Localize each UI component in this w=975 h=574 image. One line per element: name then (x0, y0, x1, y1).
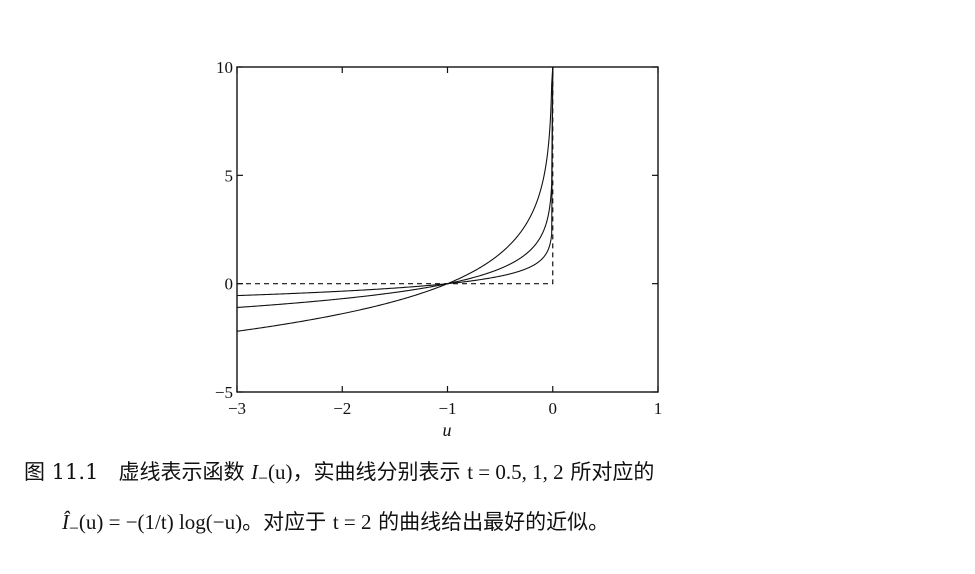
plot-frame (236, 66, 659, 393)
curves (236, 66, 554, 332)
x-tick-label: −1 (438, 399, 456, 418)
figure-caption-line-1: 图 11.1 虚线表示函数 I−(u)，实曲线分别表示 t = 0.5, 1, … (24, 458, 654, 492)
caption-math: I−(u) (251, 460, 293, 489)
x-tick-label: 0 (549, 399, 558, 418)
caption-text: 的曲线给出最好的近似。 (371, 510, 610, 534)
x-tick-label: 1 (654, 399, 663, 418)
caption-math: t = 0.5, 1, 2 (467, 460, 564, 484)
axis-ticks (236, 66, 659, 393)
x-tick-label: −2 (333, 399, 351, 418)
caption-text: 所对应的 (563, 460, 655, 484)
y-tick-label: 0 (225, 275, 234, 294)
caption-math: Î−(u) = −(1/t) log(−u) (62, 510, 243, 539)
caption-text: 。对应于 (242, 510, 333, 534)
y-tick-label: −5 (215, 383, 233, 402)
curve-t-2 (236, 66, 554, 297)
caption-text: ，实曲线分别表示 (292, 460, 468, 484)
axis-tick-labels: −3 −2 −1 0 1 −5 0 5 10 (215, 58, 662, 418)
y-tick-label: 5 (225, 166, 234, 185)
plot-area: −3 −2 −1 0 1 −5 0 5 10 u (215, 58, 662, 440)
x-tick-label: −3 (228, 399, 246, 418)
figure-number: 图 11.1 (24, 460, 99, 484)
caption-math: t = 2 (332, 510, 372, 534)
curve-t-0.5 (236, 66, 554, 332)
x-axis-label: u (443, 420, 452, 440)
y-tick-label: 10 (216, 58, 233, 77)
figure-caption-line-2: Î−(u) = −(1/t) log(−u)。对应于 t = 2 的曲线给出最好… (62, 508, 609, 542)
curve-t-1 (236, 66, 554, 309)
caption-text: 虚线表示函数 (118, 460, 252, 484)
indicator-dashed-line (237, 67, 554, 285)
